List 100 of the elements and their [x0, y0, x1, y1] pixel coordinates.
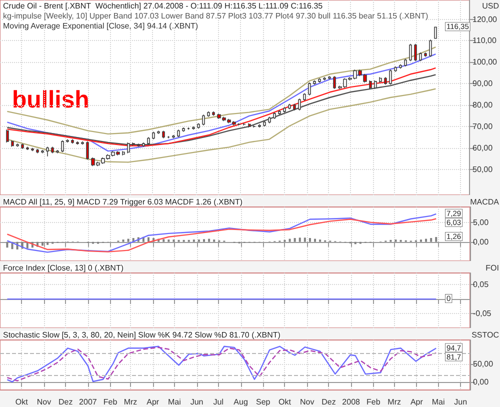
candlestick [268, 116, 271, 124]
x-tick-label: Okt [15, 398, 29, 406]
candlestick [374, 80, 377, 90]
candlestick [162, 130, 165, 139]
candlestick [122, 150, 125, 156]
x-tick-label: 2008 [342, 398, 361, 406]
y-tick-label: 110,00 [472, 36, 497, 46]
y-tick-label: 60,00 [472, 143, 494, 152]
candlestick [197, 122, 200, 129]
candlestick [318, 78, 321, 83]
candlestick [278, 110, 281, 116]
candlestick [258, 124, 261, 128]
candlestick [56, 150, 59, 154]
candlestick [263, 120, 266, 127]
candlestick [379, 76, 382, 83]
x-tick-label: Feb [366, 398, 381, 406]
candlestick [419, 52, 422, 62]
x-tick-label: Dez [58, 398, 73, 406]
candlestick [11, 140, 14, 148]
y-tick-label: 5,00 [473, 218, 490, 228]
y-tick-label: 80,00 [472, 100, 494, 110]
candlestick [323, 76, 326, 81]
candlestick [328, 76, 331, 80]
x-tick-label: Mrz [124, 398, 138, 406]
line-series [6, 88, 436, 163]
candlestick [152, 131, 155, 140]
candlestick [293, 104, 296, 111]
candlestick [51, 146, 54, 154]
candlestick [384, 76, 387, 86]
candlestick [389, 69, 392, 86]
candlestick [404, 58, 407, 67]
chart-title: Force Index [Close, 13] 0 (.XBNT) [3, 264, 124, 272]
line-series [6, 46, 436, 135]
x-tick-label: Jul [213, 398, 224, 406]
candlestick [399, 64, 402, 69]
x-tick-label: Sep [256, 398, 271, 406]
candlestick [283, 106, 286, 113]
y-tick-label: 0,00 [473, 237, 490, 246]
candlestick [66, 138, 69, 143]
x-tick-label: Nov [36, 398, 52, 406]
y-tick-label: 100,00 [472, 58, 498, 67]
candlestick [298, 98, 301, 111]
y-axis-title: MACDA [470, 198, 500, 206]
candlestick [207, 111, 210, 118]
candlestick [414, 44, 417, 62]
y-axis-title: USD [482, 2, 500, 10]
candlestick [303, 92, 306, 102]
candlestick [202, 114, 205, 126]
y-tick-label: 90,00 [472, 79, 494, 88]
candlestick [273, 112, 276, 120]
y-tick-label: -0,05 [473, 309, 492, 318]
candlestick [6, 129, 9, 143]
y-tick-label: 0,00 [473, 377, 490, 386]
y-tick-label: 50,00 [472, 164, 494, 174]
chart-title: Stochastic Slow [5, 3, 3, 80, 20, Nein] Slow %K 94.72 Slow %D 81.70 (.XBNT) [3, 330, 281, 340]
x-tick-label: Aug [234, 398, 248, 406]
x-tick-label: Nov [300, 398, 314, 406]
candlestick [369, 80, 372, 90]
candlestick [429, 39, 432, 58]
candlestick [192, 126, 195, 130]
y-axis-title: SSTOC [472, 330, 500, 340]
candlestick [313, 80, 316, 86]
x-tick-label: Jun [190, 398, 204, 406]
candlestick [333, 76, 336, 90]
candlestick [16, 143, 19, 148]
candlestick [61, 140, 64, 153]
annotation: Moving Average Exponential [Close, 34] 94.14 (.XBNT) [3, 22, 198, 30]
x-tick-label: Feb [103, 398, 118, 406]
text: kg-impulse [Weekly, 10] Upper Band 107.03 Lower Band 87.57 Plot3 103.77 Plot4 97.30 bull 116.35 bear 51.15 (.XBNT) [3, 12, 428, 20]
y-tick-label: 70,00 [472, 122, 494, 131]
y-tick-label: 120,00 [472, 14, 498, 24]
candlestick [127, 142, 130, 154]
x-tick-label: 2007 [79, 398, 98, 406]
x-tick-label: Mai [168, 398, 182, 406]
candlestick [41, 150, 44, 154]
chart-title: MACD All [11, 25, 9] MACD 7.29 Trigger 6.03 MACDF 1.26 (.XBNT) [3, 198, 243, 206]
candlestick [142, 142, 145, 148]
chart-title: Crude Oil - Brent [.XBNT Wöchentlich] 27.04.2008 - O:111.09 H:116.35 L:111.09 C:116.35 [3, 2, 324, 10]
candlestick [308, 82, 311, 96]
x-tick-label: Mrz [388, 398, 401, 406]
y-tick-label: 50,00 [473, 360, 494, 369]
candlestick [86, 141, 89, 160]
candlestick [81, 141, 84, 146]
y-axis-title: FOI [486, 264, 500, 272]
candlestick [21, 143, 24, 150]
x-tick-label: Apr [146, 398, 160, 406]
candlestick [157, 130, 160, 134]
candlestick [147, 136, 150, 146]
x-tick-label: Okt [278, 398, 292, 406]
candlestick [177, 129, 180, 138]
candlestick [394, 66, 397, 72]
candlestick [434, 26, 437, 39]
x-tick-label: Mai [432, 398, 445, 406]
x-tick-label: Jun [454, 398, 468, 406]
candlestick [182, 127, 185, 132]
x-tick-label: Dez [322, 398, 336, 406]
candlestick [288, 104, 291, 110]
y-tick-label: 0,05 [473, 280, 490, 290]
candlestick [409, 44, 412, 62]
x-tick-label: Apr [410, 398, 424, 406]
